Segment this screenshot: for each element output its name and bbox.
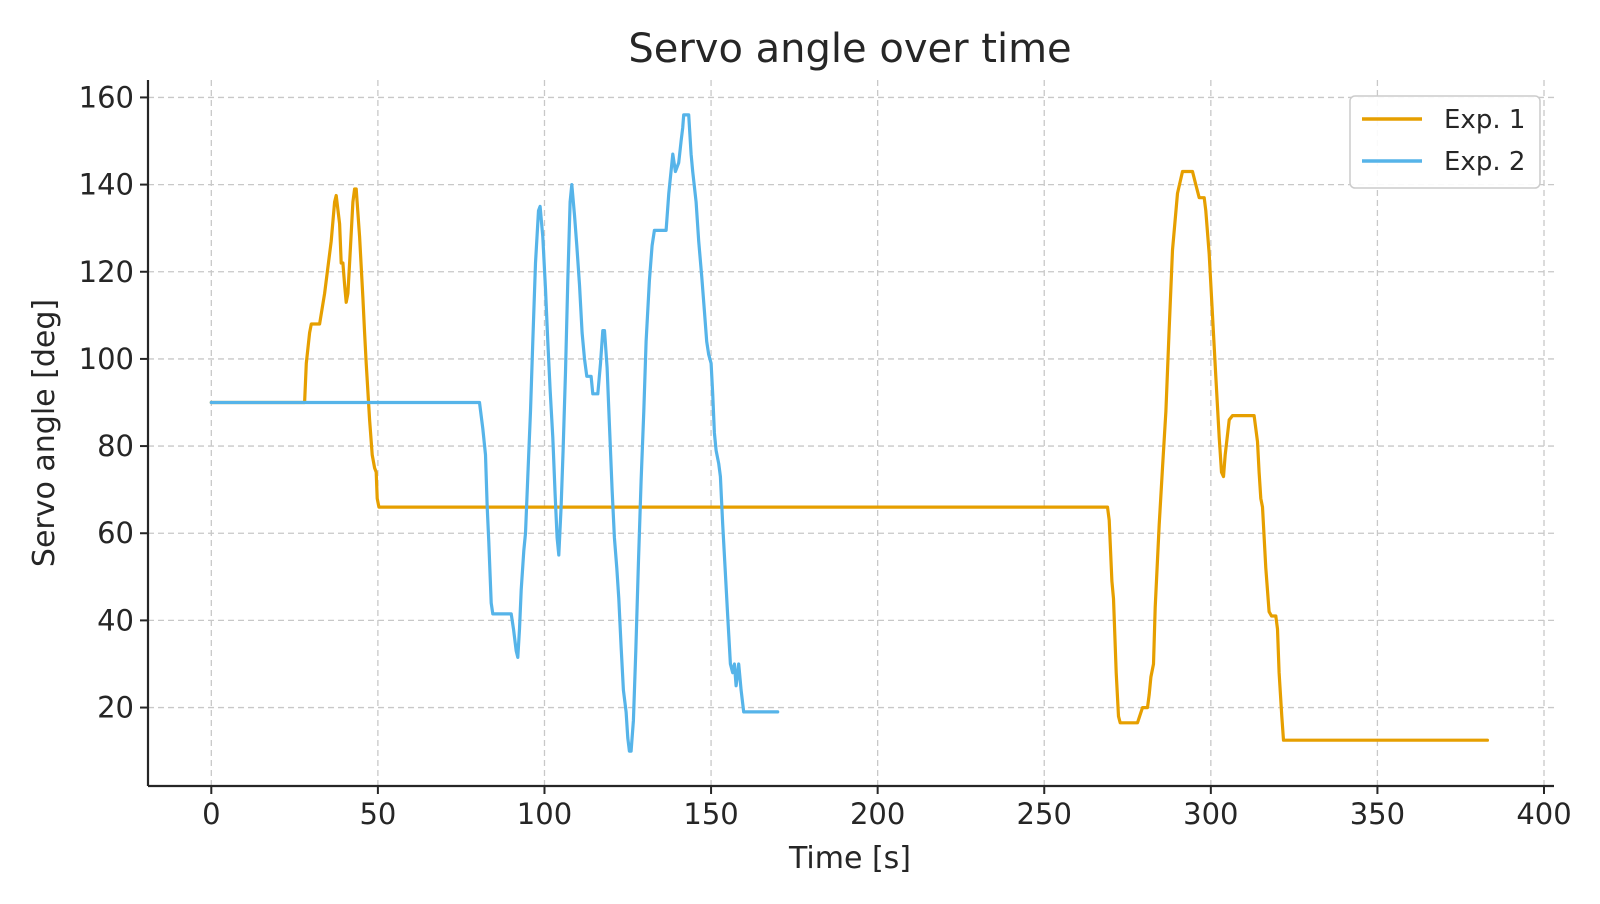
series-lines: [209, 113, 1490, 753]
x-axis-title: Time [s]: [788, 841, 911, 876]
grid: [148, 80, 1554, 786]
x-tick-label: 150: [683, 797, 738, 831]
series-line-exp-2: [209, 113, 780, 753]
x-tick-label: 300: [1183, 797, 1238, 831]
chart-title: Servo angle over time: [628, 26, 1071, 72]
y-tick-label: 80: [97, 429, 134, 463]
legend-label-exp-1: Exp. 1: [1444, 105, 1525, 135]
y-tick-label: 100: [79, 342, 134, 376]
x-tick-label: 50: [359, 797, 396, 831]
x-tick-label: 400: [1516, 797, 1571, 831]
y-tick-label: 140: [79, 168, 134, 202]
y-ticks: 20 40 60 80 100 120 140 160: [79, 80, 148, 725]
legend-label-exp-2: Exp. 2: [1444, 147, 1525, 177]
x-tick-label: 200: [850, 797, 905, 831]
y-tick-label: 160: [79, 80, 134, 114]
x-tick-label: 0: [202, 797, 220, 831]
x-ticks: 0 50 100 150 200 250 300 350 400: [202, 786, 1572, 831]
y-tick-label: 40: [97, 603, 134, 637]
y-tick-label: 120: [79, 255, 134, 289]
x-tick-label: 350: [1350, 797, 1405, 831]
series-line-exp-1: [209, 169, 1490, 742]
y-axis-title: Servo angle [deg]: [27, 299, 62, 567]
y-tick-label: 60: [97, 516, 134, 550]
x-tick-label: 250: [1017, 797, 1072, 831]
axes: [146, 80, 1554, 788]
y-tick-label: 20: [97, 691, 134, 725]
legend: Exp. 1 Exp. 2: [1349, 95, 1541, 189]
x-tick-label: 100: [517, 797, 572, 831]
